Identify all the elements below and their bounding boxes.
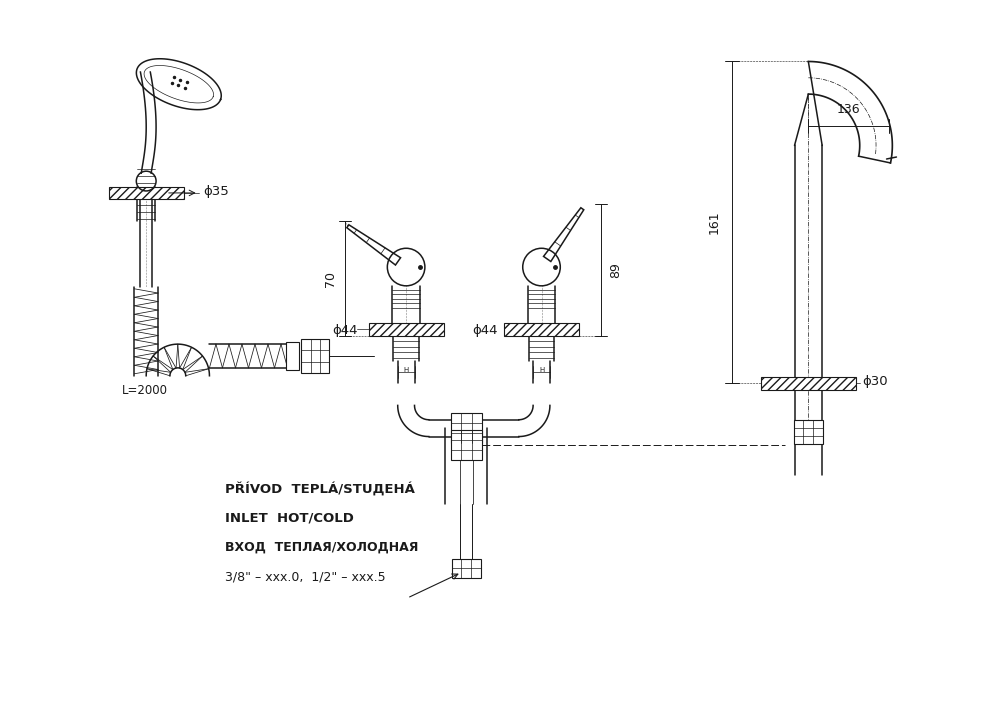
Bar [794,419,823,444]
Bar [451,413,482,443]
Text: 70: 70 [324,271,337,287]
Text: 161: 161 [707,210,720,234]
Text: H: H [403,367,409,373]
Text: H: H [539,367,544,373]
Bar [301,339,329,373]
Text: L=2000: L=2000 [121,384,167,397]
Text: ϕ35: ϕ35 [204,186,229,198]
Text: ВХОД  ТЕПЛАЯ/ХОЛОДНАЯ: ВХОД ТЕПЛАЯ/ХОЛОДНАЯ [225,541,419,554]
Text: INLET  HOT/COLD: INLET HOT/COLD [225,511,354,524]
Bar [452,559,481,578]
Text: ϕ30: ϕ30 [863,375,888,388]
Text: 3/8" – xxx.0,  1/2" – xxx.5: 3/8" – xxx.0, 1/2" – xxx.5 [225,570,386,584]
Text: PŘÍVOD  TEPLÁ/STUДЕНÁ: PŘÍVOD TEPLÁ/STUДЕНÁ [225,481,415,496]
Polygon shape [347,225,401,265]
Text: ϕ44: ϕ44 [332,324,357,337]
Bar [369,324,444,336]
Bar [451,430,482,460]
Bar [109,187,184,199]
Bar [286,342,299,370]
Bar [761,377,856,390]
Polygon shape [544,208,584,262]
Text: ϕ44: ϕ44 [472,324,498,337]
Bar [504,324,579,336]
Text: 136: 136 [837,103,861,116]
Text: 89: 89 [609,262,622,278]
